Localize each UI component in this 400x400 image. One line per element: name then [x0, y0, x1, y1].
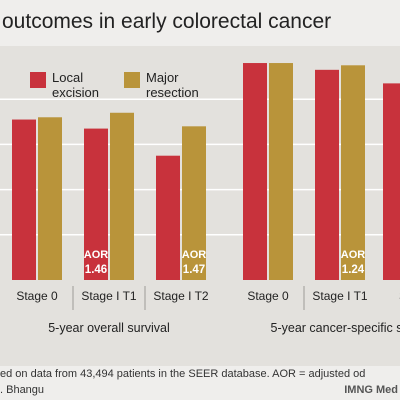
legend-item-major-resection: Major resection: [124, 70, 206, 100]
x-tick-label: Stage 0: [16, 289, 58, 303]
group-label: 5-year overall survival: [48, 321, 170, 335]
bar-chart: AOR 1.46 AOR 1.47 AOR 1.24 Stage 0 Stage I T1 St…: [0, 63, 400, 335]
legend-swatch-local-excision: [30, 72, 46, 88]
bar-local-2: [156, 155, 180, 280]
bar-major-1: [110, 112, 134, 280]
x-tick-label: Stage I T1: [312, 289, 367, 303]
bar-local-3: [243, 63, 267, 280]
bar-local-1: [84, 128, 108, 280]
legend-item-local-excision: Local excision: [30, 70, 112, 100]
bar-major-3: [269, 63, 293, 280]
footnote-credit: . Bhangu: [0, 384, 45, 396]
bar-local-5: [383, 83, 400, 280]
x-tick-label: Sta: [399, 289, 400, 303]
footnote-text: ed on data from 43,494 patients in the S…: [0, 368, 366, 380]
annotation-1-line-0: AOR: [182, 249, 207, 261]
annotation-0-line-0: AOR: [84, 249, 109, 261]
chart-title: outcomes in early colorectal cancer: [0, 0, 400, 46]
legend-swatch-major-resection: [124, 72, 140, 88]
footnote-source: IMNG Med: [344, 384, 398, 396]
chart-panel: AOR 1.46 AOR 1.47 AOR 1.24 Stage 0 Stage I T1 St…: [0, 46, 400, 366]
bar-local-4: [315, 69, 339, 280]
x-tick-label: Stage I T2: [153, 289, 208, 303]
bar-local-0: [12, 119, 36, 280]
annotation-0-line-1: 1.46: [85, 264, 107, 276]
footnote: ed on data from 43,494 patients in the S…: [0, 366, 400, 400]
annotation-1-line-1: 1.47: [183, 264, 205, 276]
x-tick-label: Stage 0: [247, 289, 289, 303]
bar-major-4: [341, 65, 365, 280]
annotation-2-line-1: 1.24: [342, 264, 365, 276]
legend-label-local-excision: Local excision: [52, 70, 99, 100]
bar-major-2: [182, 126, 206, 280]
annotation-2-line-0: AOR: [341, 249, 366, 261]
legend-label-major-resection: Major resection: [146, 70, 199, 100]
bar-major-0: [38, 117, 62, 280]
group-label: 5-year cancer-specific su: [271, 321, 400, 335]
x-tick-label: Stage I T1: [81, 289, 136, 303]
